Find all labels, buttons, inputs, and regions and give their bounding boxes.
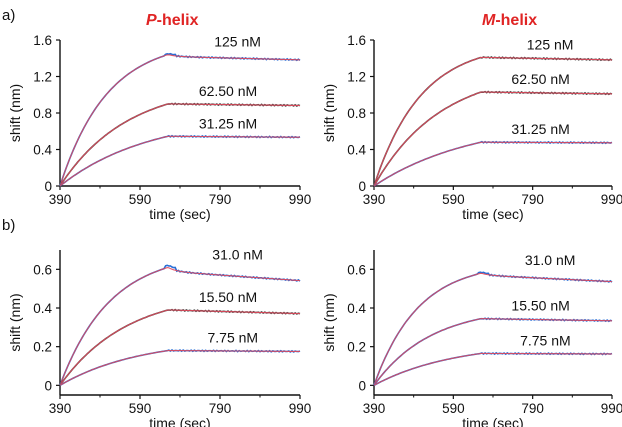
y-tick-label: 0.2 <box>347 340 366 355</box>
y-tick-label: 0.8 <box>347 106 366 121</box>
series-measured-line <box>59 308 301 386</box>
x-tick-label: 590 <box>442 192 465 207</box>
x-tick-label: 990 <box>601 401 622 416</box>
series-label: 7.75 nM <box>208 330 259 346</box>
x-tick-label: 390 <box>363 401 386 416</box>
series-label: 31.25 nM <box>199 115 257 131</box>
y-axis-label: shift (nm) <box>7 293 23 351</box>
series-fit-line <box>373 56 613 187</box>
series-measured-line <box>373 317 613 386</box>
y-tick-label: 0.4 <box>347 143 366 158</box>
x-axis-label: time (sec) <box>149 206 210 222</box>
y-tick-label: 0.6 <box>33 262 52 277</box>
x-tick-label: 990 <box>289 401 312 416</box>
y-tick-label: 1.2 <box>33 70 52 85</box>
x-tick-label: 790 <box>209 192 232 207</box>
panel-p-helix-a: 390 590 790 990 0 0.4 0.8 1.2 1.6 time (sec) shift… <box>7 33 311 222</box>
x-tick-label: 390 <box>363 192 386 207</box>
title-p-helix-prefix: P <box>146 12 157 29</box>
x-tick-label: 590 <box>129 401 152 416</box>
title-p-helix: P-helix <box>146 12 199 29</box>
y-tick-label: 0 <box>44 378 52 393</box>
y-tick-label: 0.4 <box>33 301 52 316</box>
y-axis-label: shift (nm) <box>321 293 337 351</box>
title-m-helix-suffix: -helix <box>495 12 537 29</box>
x-tick-label: 790 <box>209 401 232 416</box>
series-measured-line <box>59 52 301 187</box>
series-fit-line <box>373 318 612 386</box>
series-fit-line <box>373 272 613 386</box>
series-label: 31.0 nM <box>212 246 263 262</box>
series-label: 125 nM <box>214 34 261 50</box>
x-tick-label: 590 <box>129 192 152 207</box>
series-fit-line <box>373 352 613 386</box>
series-measured-line <box>373 271 613 386</box>
y-tick-label: 1.2 <box>347 70 366 85</box>
y-tick-label: 0.8 <box>33 106 52 121</box>
x-axis-label: time (sec) <box>462 415 523 427</box>
panel-m-helix-b: 390 590 790 990 0 0.2 0.4 0.6 time (sec) shift (n… <box>321 250 622 427</box>
series-measured-line <box>373 351 613 387</box>
series-label: 15.50 nM <box>511 298 569 314</box>
series-label: 62.50 nM <box>199 83 257 99</box>
series-fit-line <box>59 309 301 386</box>
title-p-helix-suffix: -helix <box>157 12 199 29</box>
x-tick-label: 790 <box>521 192 544 207</box>
series-label: 31.25 nM <box>511 121 569 137</box>
y-tick-label: 1.6 <box>347 33 366 48</box>
panel-p-helix-b: 390 590 790 990 0 0.2 0.4 0.6 time (sec) shift (n… <box>7 246 311 427</box>
series-fit-line <box>59 54 300 187</box>
panel-label-b: b) <box>2 217 15 234</box>
y-tick-label: 0 <box>358 179 366 194</box>
y-tick-label: 1.6 <box>33 33 52 48</box>
y-tick-label: 0 <box>44 179 52 194</box>
series-measured-line <box>59 102 301 187</box>
series-label: 15.50 nM <box>199 289 257 305</box>
y-tick-label: 0.4 <box>33 143 52 158</box>
y-tick-label: 0.2 <box>33 340 52 355</box>
series-label: 31.0 nM <box>525 252 576 268</box>
title-m-helix-prefix: M <box>482 12 496 29</box>
x-axis-label: time (sec) <box>462 206 523 222</box>
series-fit-line <box>59 267 301 386</box>
series-fit-line <box>59 103 300 187</box>
y-tick-label: 0.6 <box>347 262 366 277</box>
series-measured-line <box>59 349 301 386</box>
y-tick-label: 0.4 <box>347 301 366 316</box>
x-tick-label: 390 <box>49 401 72 416</box>
series-fit-line <box>59 135 300 187</box>
series-label: 7.75 nM <box>520 332 571 348</box>
series-fit-line <box>59 349 300 386</box>
y-tick-label: 0 <box>358 378 366 393</box>
x-axis-label: time (sec) <box>149 415 210 427</box>
title-m-helix: M-helix <box>482 12 537 29</box>
y-axis-label: shift (nm) <box>321 84 337 142</box>
series-fit-line <box>373 141 612 187</box>
x-tick-label: 990 <box>289 192 312 207</box>
panel-label-a: a) <box>2 7 15 24</box>
series-measured-line <box>373 140 613 187</box>
x-tick-label: 790 <box>521 401 544 416</box>
series-label: 62.50 nM <box>511 71 569 87</box>
series-measured-line <box>373 90 613 187</box>
x-tick-label: 590 <box>442 401 465 416</box>
series-measured-line <box>59 264 301 386</box>
x-tick-label: 990 <box>601 192 622 207</box>
panel-m-helix-a: 390 590 790 990 0 0.4 0.8 1.2 1.6 time (sec) shift… <box>321 33 622 222</box>
series-fit-line <box>373 91 613 187</box>
series-label: 125 nM <box>527 36 574 52</box>
x-tick-label: 390 <box>49 192 72 207</box>
y-axis-label: shift (nm) <box>7 84 23 142</box>
